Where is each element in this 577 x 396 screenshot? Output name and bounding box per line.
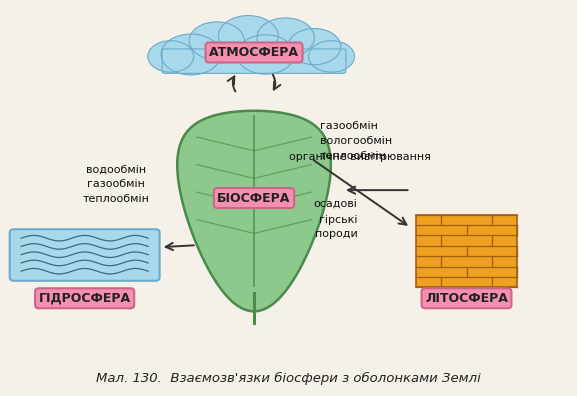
Text: БІОСФЕРА: БІОСФЕРА <box>218 192 291 204</box>
Circle shape <box>237 35 294 74</box>
FancyBboxPatch shape <box>10 229 160 281</box>
Text: АТМОСФЕРА: АТМОСФЕРА <box>209 46 299 59</box>
Text: ГІДРОСФЕРА: ГІДРОСФЕРА <box>39 292 131 305</box>
Text: Мал. 130.  Взаємозв'язки біосфери з оболонками Землі: Мал. 130. Взаємозв'язки біосфери з оболо… <box>96 372 481 385</box>
Circle shape <box>257 18 314 57</box>
Circle shape <box>189 22 244 59</box>
Circle shape <box>288 29 341 65</box>
Circle shape <box>309 41 354 72</box>
Text: газообмін
вологообмін
теплообмін: газообмін вологообмін теплообмін <box>320 121 392 161</box>
Circle shape <box>161 34 221 75</box>
Circle shape <box>219 15 278 57</box>
Circle shape <box>148 41 194 72</box>
Text: ЛІТОСФЕРА: ЛІТОСФЕРА <box>425 292 508 305</box>
Text: осадові
гірські
породи: осадові гірські породи <box>313 200 357 240</box>
Polygon shape <box>177 111 331 311</box>
Bar <box>416 215 517 287</box>
FancyBboxPatch shape <box>162 49 346 73</box>
Text: водообмін
газообмін
теплообмін: водообмін газообмін теплообмін <box>83 164 149 204</box>
Text: органічне вивітрювання: органічне вивітрювання <box>289 152 431 162</box>
